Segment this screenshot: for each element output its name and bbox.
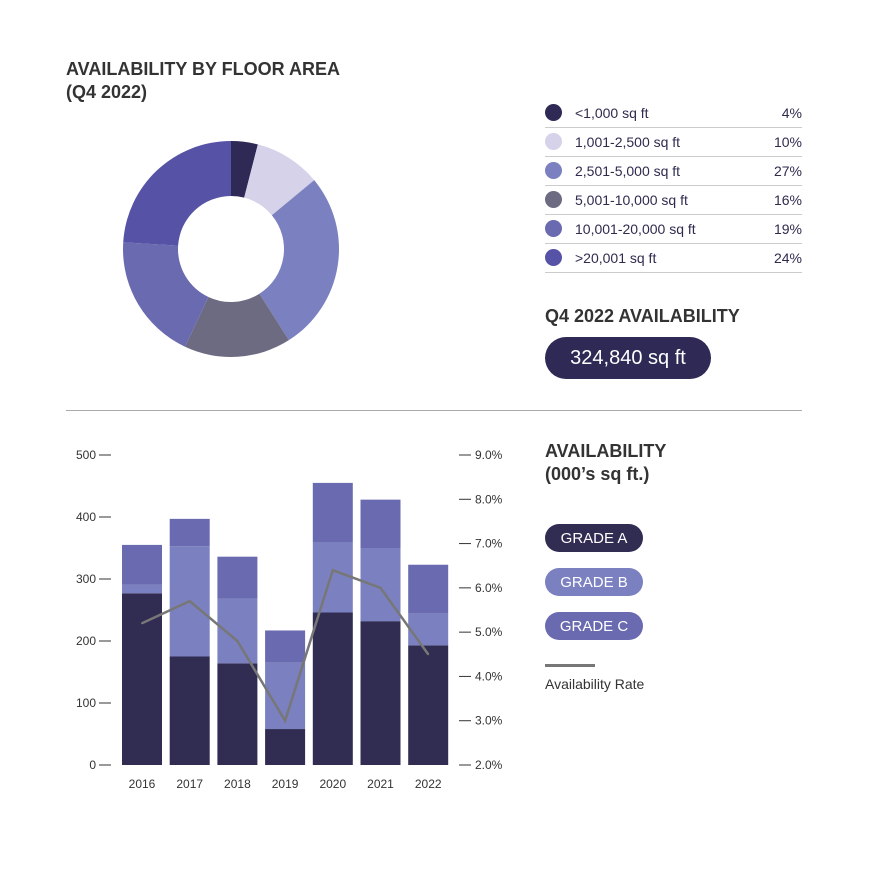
y-tick-label: 100 (76, 696, 96, 710)
rate-point (427, 653, 430, 656)
donut-chart (122, 141, 339, 357)
bar-segment (312, 612, 353, 765)
bar-segment (408, 613, 449, 646)
legend-label: <1,000 sq ft (575, 104, 649, 121)
y-tick-label: 200 (76, 634, 96, 648)
legend-label: 2,501-5,000 sq ft (575, 162, 681, 179)
bar-segment (169, 656, 210, 765)
legend-value: 16% (773, 191, 802, 208)
legend-label: >20,001 sq ft (575, 249, 657, 266)
legend-item: >20,001 sq ft 24% (545, 243, 802, 273)
bar-segment (122, 593, 162, 765)
y-tick-label: 400 (76, 510, 96, 524)
donut-slice (231, 141, 258, 198)
availability-label: Q4 2022 AVAILABILITY (545, 306, 740, 326)
bar-segment (360, 548, 401, 622)
legend-swatch (545, 220, 562, 237)
bar-segment (265, 729, 306, 765)
x-tick-label: 2022 (415, 777, 442, 791)
x-tick-label: 2019 (272, 777, 299, 791)
legend-swatch (545, 191, 562, 208)
bar-segment (312, 482, 353, 543)
bar-segment (217, 663, 258, 765)
legend-value: 4% (781, 104, 802, 121)
y2-tick-label: 2.0% (475, 758, 503, 772)
y2-tick-label: 6.0% (475, 581, 503, 595)
legend-item: 5,001-10,000 sq ft 16% (545, 185, 802, 215)
legend-swatch (545, 104, 562, 121)
bar-segment (312, 542, 353, 613)
donut-slice (185, 293, 289, 357)
bar-segment (360, 621, 401, 765)
y-tick-label: 500 (76, 448, 96, 462)
legend-value: 27% (773, 162, 802, 179)
x-tick-label: 2021 (367, 777, 394, 791)
legend-rate-swatch (545, 664, 595, 667)
bar-segment (408, 564, 449, 614)
donut-slice (123, 141, 231, 246)
bar-segment (265, 630, 306, 663)
rate-point (141, 622, 143, 625)
bar-segment (169, 518, 210, 547)
y2-tick-label: 4.0% (475, 669, 503, 683)
rate-point (331, 569, 334, 572)
legend-item: <1,000 sq ft 4% (545, 98, 802, 128)
legend-swatch (545, 162, 562, 179)
legend-value: 10% (773, 133, 802, 150)
bar-subtitle: (000’s sq ft.) (545, 464, 650, 484)
title-line-1: AVAILABILITY BY FLOOR AREA (66, 59, 341, 79)
legend-grade-2: GRADE C (545, 612, 643, 640)
y2-tick-label: 5.0% (475, 625, 503, 639)
legend-grade-0: GRADE A (545, 524, 643, 552)
x-tick-label: 2020 (319, 777, 346, 791)
rate-point (236, 640, 239, 642)
y2-tick-label: 3.0% (475, 714, 503, 728)
y2-tick-label: 7.0% (475, 537, 503, 551)
divider (66, 410, 802, 411)
availability-value-badge: 324,840 sq ft (545, 337, 711, 379)
bar-title: AVAILABILITY (545, 441, 667, 461)
legend-value: 24% (773, 249, 802, 266)
donut-slice (244, 144, 315, 216)
donut-slice (259, 180, 339, 341)
legend-swatch (545, 133, 562, 150)
y-tick-label: 0 (89, 758, 96, 772)
legend-value: 19% (773, 220, 802, 237)
y-tick-label: 300 (76, 572, 96, 586)
legend-item: 1,001-2,500 sq ft 10% (545, 127, 802, 157)
legend-swatch (545, 249, 562, 266)
legend-item: 2,501-5,000 sq ft 27% (545, 156, 802, 186)
y2-tick-label: 8.0% (475, 492, 503, 506)
y2-tick-label: 9.0% (475, 448, 503, 462)
rate-point (188, 600, 191, 603)
donut-title: AVAILABILITY BY FLOOR AREA (Q4 2022) (66, 58, 340, 104)
bar-segment (122, 544, 162, 585)
title-line-2: (Q4 2022) (66, 82, 148, 102)
legend-label: 1,001-2,500 sq ft (575, 133, 681, 150)
rate-point (379, 586, 382, 589)
rate-point (284, 719, 287, 722)
x-tick-label: 2018 (224, 777, 251, 791)
legend-label: 5,001-10,000 sq ft (575, 191, 688, 208)
donut-slice (122, 242, 209, 347)
bar-segment (122, 584, 162, 594)
x-tick-label: 2017 (176, 777, 203, 791)
bar-segment (360, 499, 401, 548)
bar-segment (408, 645, 449, 765)
legend-rate-label: Availability Rate (545, 676, 645, 692)
legend-item: 10,001-20,000 sq ft 19% (545, 214, 802, 244)
legend-label: 10,001-20,000 sq ft (575, 220, 696, 237)
bar-chart: 0 100 200 300 400 500 2.0% 3.0% 4.0% 5.0% 6.0% 7.0%… (76, 448, 503, 791)
bar-segment (217, 598, 258, 664)
bar-segment (217, 556, 258, 599)
x-tick-label: 2016 (129, 777, 156, 791)
legend-grade-1: GRADE B (545, 568, 643, 596)
